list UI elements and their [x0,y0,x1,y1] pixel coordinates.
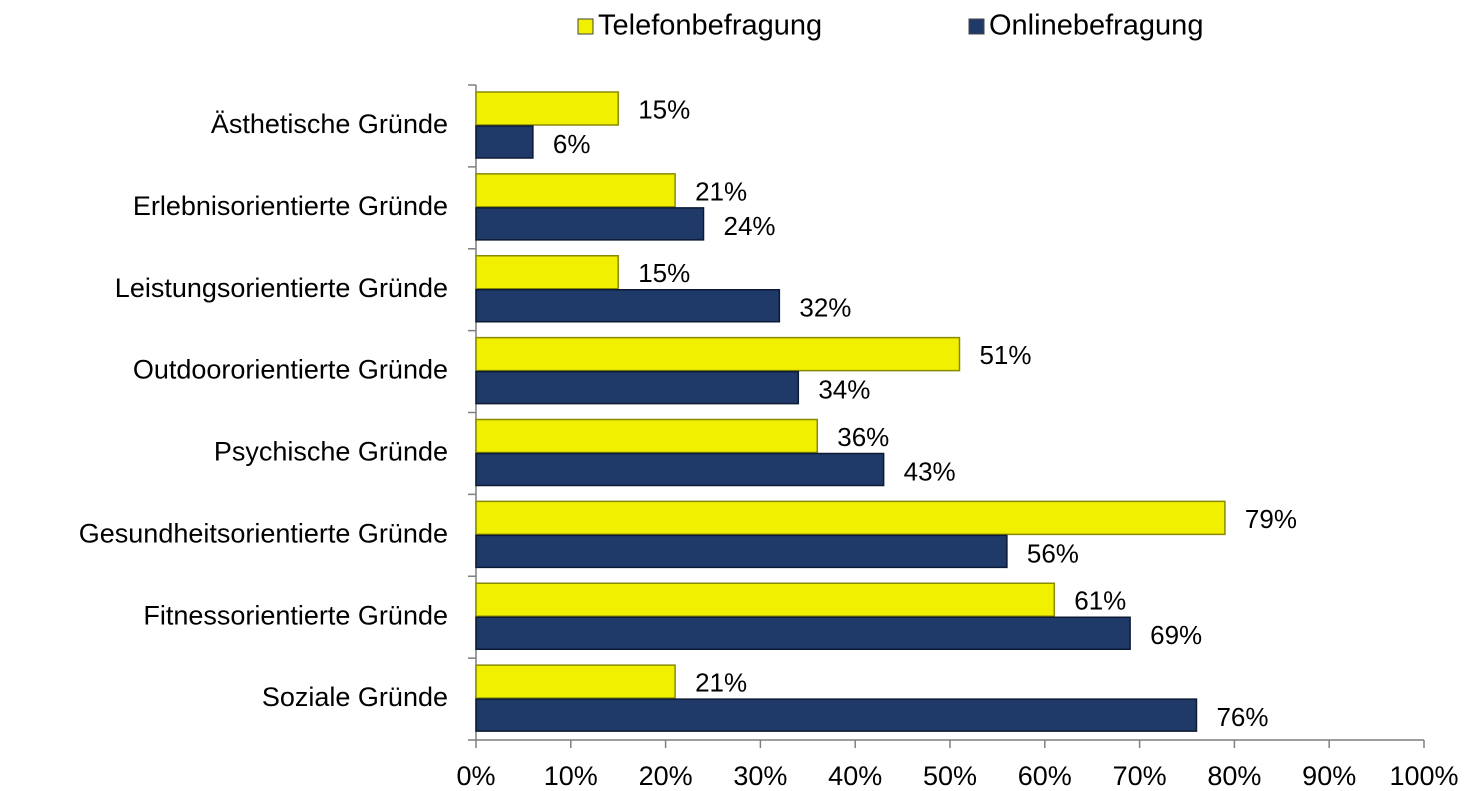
x-tick-label: 100% [1389,761,1458,791]
bar [475,616,1131,650]
value-label: 15% [638,258,690,288]
value-label: 76% [1216,702,1268,732]
bar [475,582,1056,617]
value-label: 69% [1150,620,1202,650]
x-tick-label: 80% [1207,761,1261,791]
value-label: 6% [553,129,591,159]
value-label: 15% [638,94,690,124]
x-tick-label: 60% [1018,761,1072,791]
legend-swatch [577,18,594,35]
x-tick-label: 70% [1113,761,1167,791]
x-tick-label: 30% [733,761,787,791]
bar [475,698,1198,732]
bar [475,500,1226,536]
bar [475,125,534,159]
y-tick-label: Gesundheitsorientierte Gründe [79,518,448,548]
x-tick-label: 20% [639,761,693,791]
bar [475,207,705,241]
y-tick-label: Fitnessorientierte Gründe [143,600,448,630]
bar [475,370,800,405]
y-tick-label: Soziale Gründe [262,682,448,712]
x-tick-label: 40% [828,761,882,791]
value-label: 36% [837,422,889,452]
x-tick-label: 10% [544,761,598,791]
value-label: 32% [799,293,851,323]
bar [475,255,619,290]
y-tick-label: Erlebnisorientierte Gründe [133,191,448,221]
x-tick-label: 90% [1302,761,1356,791]
value-label: 43% [904,456,956,486]
value-label: 21% [695,176,747,206]
bar [475,534,1008,569]
y-tick-label: Psychische Gründe [214,437,448,467]
bar [475,664,676,699]
x-tick-label: 50% [923,761,977,791]
bar [475,336,961,372]
value-label: 56% [1027,538,1079,568]
bar [475,418,819,454]
x-tick-label: 0% [456,761,495,791]
bar [475,91,619,126]
legend-swatch [968,18,985,35]
value-label: 51% [979,340,1031,370]
bar [475,452,885,487]
value-label: 24% [724,211,776,241]
y-tick-label: Outdoororientierte Gründe [133,355,448,385]
y-tick-label: Ästhetische Gründe [211,109,448,139]
bar [475,173,676,208]
legend-label: Onlinebefragung [989,10,1203,42]
y-tick-label: Leistungsorientierte Gründe [115,273,448,303]
legend-label: Telefonbefragung [598,10,822,42]
bar [475,289,781,323]
value-label: 79% [1245,504,1297,534]
value-label: 61% [1074,586,1126,616]
value-label: 21% [695,668,747,698]
value-label: 34% [818,375,870,405]
